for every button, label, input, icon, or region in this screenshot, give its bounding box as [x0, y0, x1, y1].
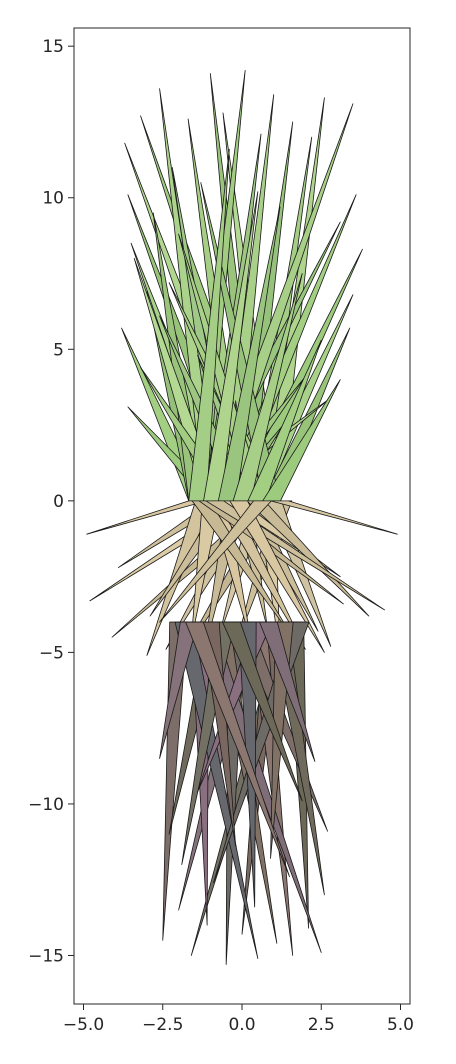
- y-tick-label: 15: [42, 37, 64, 57]
- axis-ticks: −5.0 −2.5 0.0 2.5 5.0 −15 −10 −5 0 5 10 15: [28, 37, 414, 1035]
- x-tick-label: 5.0: [387, 1015, 414, 1035]
- y-tick-label: 5: [53, 340, 64, 360]
- x-tick-label: 2.5: [308, 1015, 335, 1035]
- y-tick-label: 0: [53, 492, 64, 512]
- lower-blade: [222, 621, 303, 802]
- middle-blade: [229, 500, 325, 653]
- chart-plot-area: [86, 70, 398, 965]
- y-tick-label: 10: [42, 189, 64, 209]
- x-tick-label: −5.0: [63, 1015, 104, 1035]
- x-tick-label: −2.5: [142, 1015, 183, 1035]
- middle-blade: [159, 500, 272, 623]
- lower-blade: [259, 621, 316, 762]
- x-tick-label: 0.0: [228, 1015, 255, 1035]
- y-tick-label: −10: [28, 795, 64, 815]
- y-tick-label: −15: [28, 947, 64, 967]
- lower-blade: [185, 621, 290, 878]
- y-tick-label: −5: [39, 643, 64, 663]
- middle-blade: [270, 500, 398, 535]
